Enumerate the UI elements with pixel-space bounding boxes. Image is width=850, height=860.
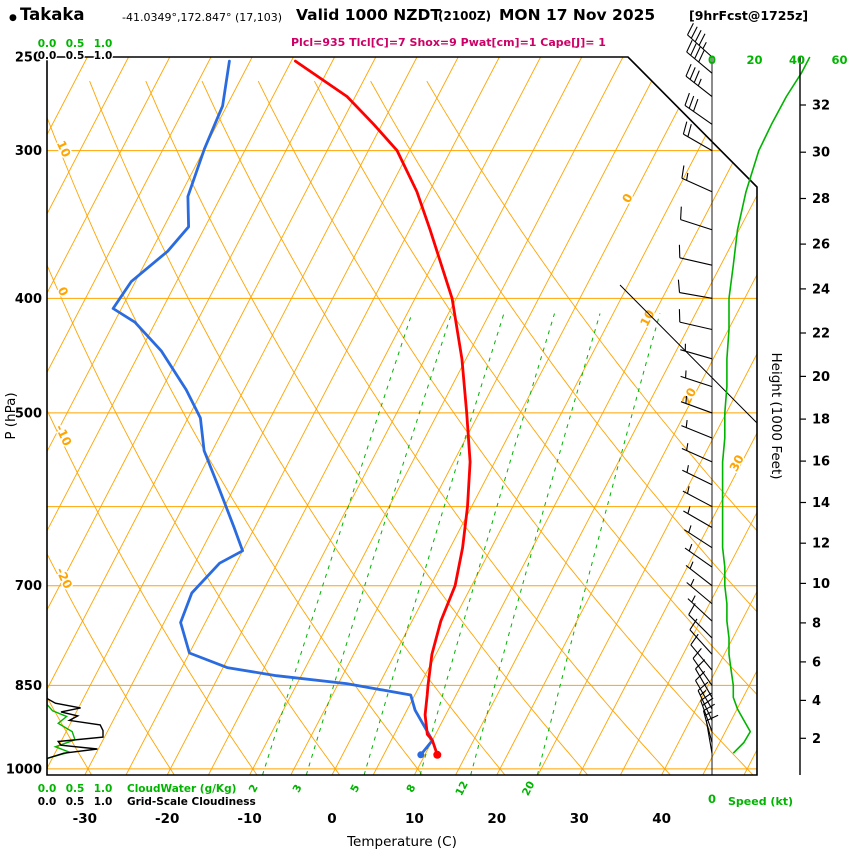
header: ● Takaka -41.0349°,172.847° (17,103) Val…: [0, 0, 850, 56]
svg-text:300: 300: [15, 144, 42, 159]
svg-text:0.5: 0.5: [66, 783, 85, 795]
svg-text:20: 20: [812, 370, 830, 385]
svg-text:24: 24: [812, 282, 830, 297]
svg-text:0.5: 0.5: [66, 796, 85, 808]
svg-text:Temperature (C): Temperature (C): [346, 834, 457, 850]
svg-text:6: 6: [812, 655, 821, 670]
forecast-run-info: [9hrFcst@1725z]: [689, 8, 809, 23]
svg-text:40: 40: [789, 53, 805, 67]
svg-text:0: 0: [619, 191, 635, 205]
svg-text:12: 12: [453, 779, 470, 798]
svg-text:0: 0: [708, 792, 716, 806]
skewt-grid: [47, 57, 757, 775]
sounding-parameters: Plcl=935 Tlcl[C]=7 Shox=9 Pwat[cm]=1 Cap…: [291, 36, 606, 49]
svg-text:2: 2: [247, 783, 261, 795]
svg-text:0: 0: [708, 53, 716, 67]
svg-text:10: 10: [812, 577, 830, 592]
svg-text:2: 2: [812, 732, 821, 747]
svg-text:20: 20: [679, 386, 699, 407]
surface-dewpoint-dot: [417, 751, 425, 759]
svg-text:18: 18: [812, 413, 830, 428]
svg-text:8: 8: [404, 783, 418, 795]
svg-text:0.0: 0.0: [38, 38, 57, 50]
svg-text:1.0: 1.0: [94, 38, 113, 50]
svg-text:850: 850: [15, 679, 42, 694]
svg-text:0.0: 0.0: [38, 796, 57, 808]
svg-text:Height (1000 Feet): Height (1000 Feet): [768, 352, 784, 479]
wind-speed-curve: [721, 56, 811, 754]
svg-text:CloudWater (g/Kg): CloudWater (g/Kg): [127, 783, 236, 795]
svg-text:-20: -20: [155, 811, 179, 827]
svg-text:30: 30: [727, 453, 747, 474]
svg-text:Speed (kt): Speed (kt): [728, 795, 793, 808]
svg-text:26: 26: [812, 238, 830, 253]
svg-text:1.0: 1.0: [94, 50, 113, 62]
svg-text:14: 14: [812, 496, 830, 511]
svg-text:60: 60: [831, 53, 847, 67]
svg-text:1.0: 1.0: [94, 783, 113, 795]
svg-text:20: 20: [487, 811, 506, 827]
svg-text:28: 28: [812, 192, 830, 207]
svg-text:40: 40: [652, 811, 671, 827]
svg-text:12: 12: [812, 537, 830, 552]
svg-text:-30: -30: [73, 811, 97, 827]
svg-text:22: 22: [812, 327, 830, 342]
reference-diagonal-line: [619, 284, 758, 424]
wind-barbs: [677, 23, 719, 754]
station-bullet-icon: ●: [9, 13, 17, 23]
cloudwater-curve: [47, 697, 76, 769]
temperature-axis-labels: -30 -20 -10 0 10 20 30 40 Temperature (C): [73, 811, 671, 850]
scale-labels: 0.00.00.00.00.50.50.50.51.01.01.01.0Clou…: [36, 38, 847, 808]
svg-text:-10: -10: [52, 423, 74, 449]
valid-date: MON 17 Nov 2025: [499, 6, 656, 24]
svg-text:-10: -10: [237, 811, 261, 827]
svg-text:400: 400: [15, 292, 42, 307]
svg-text:1.0: 1.0: [94, 796, 113, 808]
valid-time: Valid 1000 NZDT: [296, 6, 441, 24]
svg-text:0.5: 0.5: [66, 38, 85, 50]
surface-temperature-dot: [433, 750, 442, 759]
svg-text:0: 0: [327, 811, 336, 827]
svg-text:0.5: 0.5: [66, 50, 85, 62]
svg-text:10: 10: [405, 811, 424, 827]
svg-text:3: 3: [291, 783, 305, 795]
svg-text:P (hPa): P (hPa): [3, 392, 19, 439]
svg-text:0: 0: [55, 285, 71, 298]
svg-text:10: 10: [637, 308, 657, 329]
valid-time-utc: (2100Z): [438, 9, 492, 23]
svg-text:5: 5: [348, 783, 362, 795]
svg-text:4: 4: [812, 694, 821, 709]
cloudiness-curve: [47, 691, 104, 769]
svg-text:700: 700: [15, 579, 42, 594]
svg-text:Grid-Scale Cloudiness: Grid-Scale Cloudiness: [127, 796, 256, 808]
pressure-axis-labels: 250 300 400 500 700 850 1000 P (hPa): [3, 51, 42, 778]
svg-text:250: 250: [15, 51, 42, 66]
station-coordinates: -41.0349°,172.847° (17,103): [122, 11, 283, 24]
svg-text:1000: 1000: [6, 762, 42, 777]
svg-text:32: 32: [812, 99, 830, 114]
svg-text:30: 30: [812, 146, 830, 161]
svg-text:0.0: 0.0: [38, 783, 57, 795]
dewpoint-curve: [111, 59, 434, 757]
plot-border: [46, 56, 758, 776]
svg-text:20: 20: [746, 53, 762, 67]
svg-text:0.0: 0.0: [38, 50, 57, 62]
station-name: Takaka: [20, 5, 85, 24]
temperature-curve: [293, 59, 472, 757]
svg-text:20: 20: [520, 779, 537, 798]
svg-text:8: 8: [812, 616, 821, 631]
svg-text:500: 500: [15, 406, 42, 421]
svg-text:16: 16: [812, 455, 830, 470]
svg-text:30: 30: [570, 811, 589, 827]
svg-text:-20: -20: [53, 565, 75, 591]
